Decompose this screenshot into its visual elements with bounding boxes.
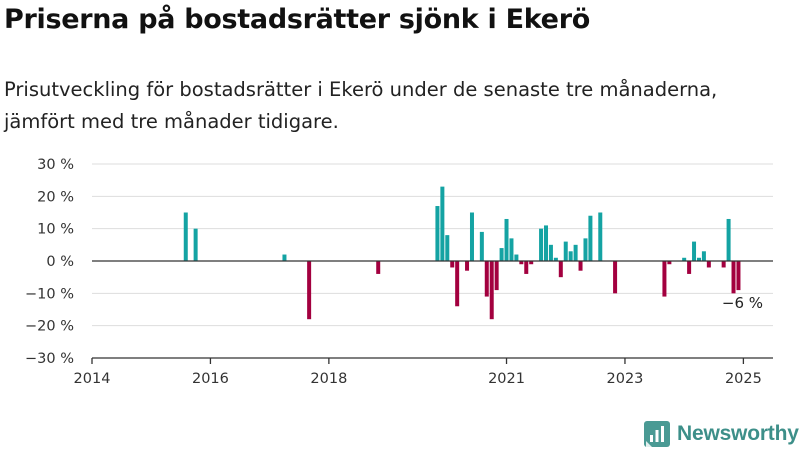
bar [479, 231, 484, 261]
bar [440, 186, 445, 261]
bar [662, 261, 667, 297]
bar [509, 238, 514, 261]
annotations: −6 % [722, 294, 763, 312]
bar [667, 261, 672, 265]
bar [563, 241, 568, 261]
bar [455, 261, 460, 307]
bar [588, 215, 593, 261]
bar [558, 261, 563, 278]
y-tick-label: 10 % [37, 222, 74, 238]
bar [721, 261, 726, 268]
y-tick-label: 0 % [46, 254, 74, 270]
bar [499, 248, 504, 261]
bar [524, 261, 529, 274]
x-tick-label: 2014 [74, 371, 111, 387]
bar [726, 218, 731, 261]
bar [568, 251, 573, 261]
axes [91, 260, 773, 364]
x-tick-label: 2016 [192, 371, 229, 387]
bar [193, 228, 198, 261]
bar [578, 261, 583, 271]
bar [469, 212, 474, 261]
y-tick-label: −20 % [25, 319, 74, 335]
bar [613, 261, 618, 294]
bar [445, 235, 450, 261]
bars [183, 186, 741, 320]
bar [376, 261, 381, 274]
bar [484, 261, 489, 297]
bar [539, 228, 544, 261]
bar [489, 261, 494, 320]
bar [573, 244, 578, 261]
chart-subtitle: Prisutveckling för bostadsrätter i Ekerö… [4, 78, 718, 133]
bar [731, 261, 736, 294]
last-value-annotation: −6 % [722, 294, 763, 312]
chart-title: Priserna på bostadsrätter sjönk i Ekerö [4, 4, 590, 35]
bar [706, 261, 711, 268]
bar [435, 206, 440, 261]
y-tick-label: −30 % [25, 351, 74, 367]
y-tick-label: 30 % [37, 157, 74, 173]
x-tick-label: 2018 [310, 371, 347, 387]
x-tick-label: 2025 [725, 371, 762, 387]
bar [307, 261, 312, 320]
gridlines [92, 163, 773, 327]
bar [687, 261, 692, 274]
bar [701, 251, 706, 261]
bar [183, 212, 188, 261]
bar [736, 261, 741, 291]
bar [553, 257, 558, 261]
bar [692, 241, 697, 261]
y-axis-labels: 30 % 20 % 10 % 0 % −10 % −20 % −30 % [25, 157, 74, 367]
bar [583, 238, 588, 261]
bar [504, 218, 509, 261]
y-tick-label: 20 % [37, 189, 74, 205]
bar [682, 257, 687, 261]
bar [494, 261, 499, 291]
bar-chart-logo-icon [644, 421, 670, 447]
brand: Newsworthy [644, 419, 799, 449]
x-tick-label: 2021 [488, 371, 525, 387]
bar [696, 257, 701, 261]
bar [529, 261, 534, 265]
brand-name: Newsworthy [677, 422, 799, 445]
bar [548, 244, 553, 261]
bar [450, 261, 455, 268]
x-axis-labels: 2014 2016 2018 2021 2023 2025 [74, 371, 762, 387]
bar [282, 254, 287, 261]
bar [598, 212, 603, 261]
y-tick-label: −10 % [25, 286, 74, 302]
bar [514, 254, 519, 261]
bar [465, 261, 470, 271]
bar [544, 225, 548, 261]
x-tick-label: 2023 [607, 371, 644, 387]
bar [519, 261, 524, 265]
